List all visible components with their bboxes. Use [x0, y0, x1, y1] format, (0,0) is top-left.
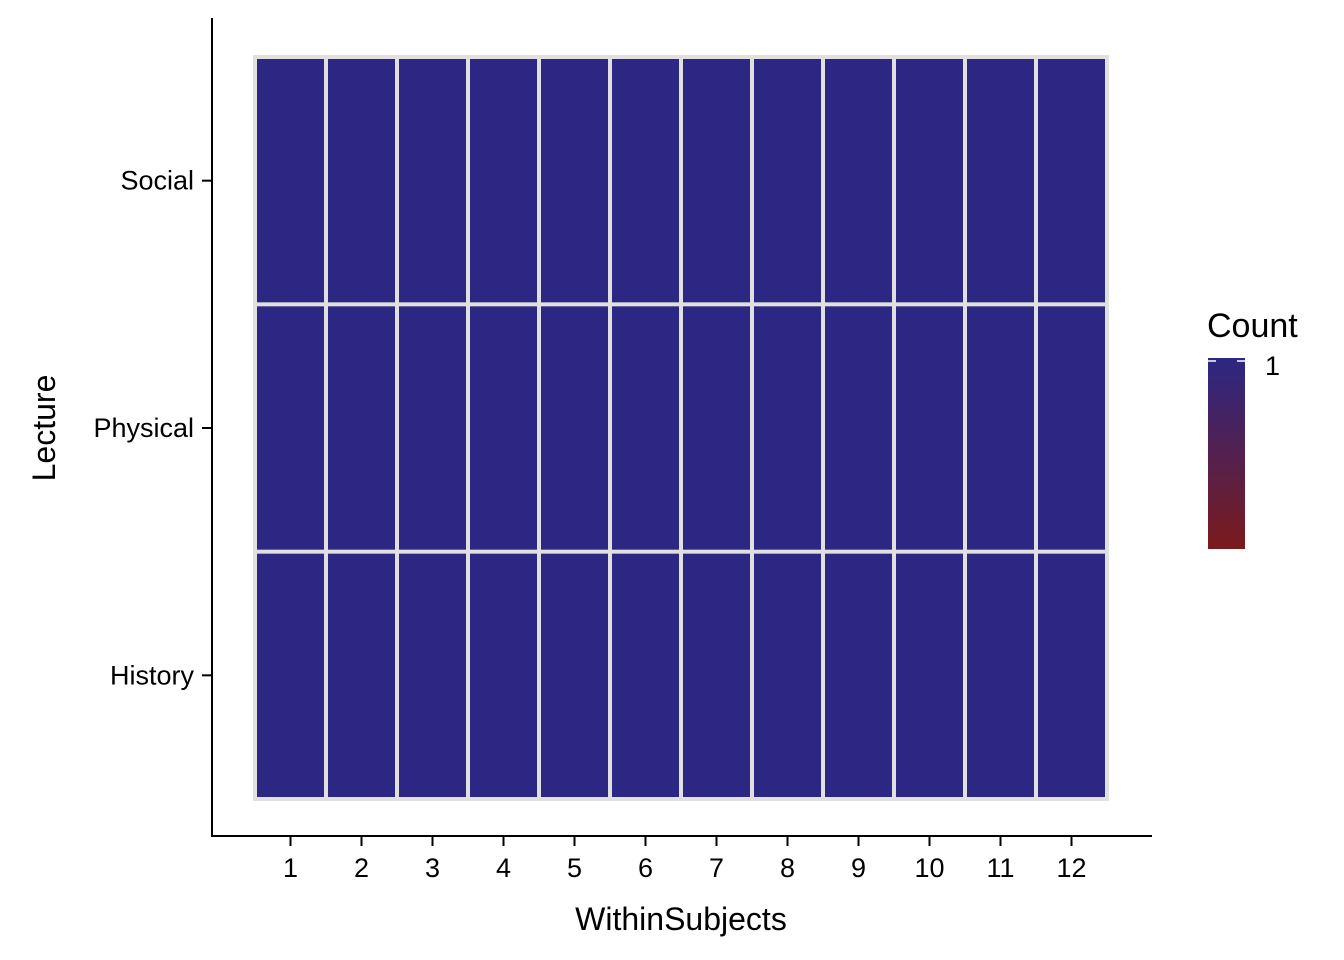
- heatmap-cell-physical-7: [683, 306, 750, 550]
- x-tick-label: 2: [354, 853, 369, 883]
- plot-panel-background: [253, 55, 1109, 801]
- heatmap-cell-physical-2: [328, 306, 395, 550]
- y-axis-ticks: History Physical Social: [93, 166, 212, 690]
- x-tick-label: 11: [986, 853, 1014, 883]
- heatmap-cell-history-7: [683, 553, 750, 797]
- heatmap-cell-history-9: [825, 553, 892, 797]
- heatmap-cell-physical-12: [1038, 306, 1105, 550]
- heatmap-cell-social-11: [967, 59, 1034, 303]
- heatmap-cell-social-8: [754, 59, 821, 303]
- x-tick-label: 4: [496, 853, 511, 883]
- heatmap-cell-physical-10: [896, 306, 963, 550]
- legend-ticks: 1: [1208, 351, 1280, 381]
- y-tick-label: Physical: [93, 413, 194, 443]
- heatmap-cells: [257, 59, 1105, 797]
- heatmap-cell-social-12: [1038, 59, 1105, 303]
- x-axis-ticks: 1 2 3 4 5 6 7 8 9 10 11 12: [283, 836, 1087, 883]
- heatmap-cell-history-8: [754, 553, 821, 797]
- x-axis-title: WithinSubjects: [575, 901, 787, 937]
- heatmap-cell-history-3: [399, 553, 466, 797]
- legend-title: Count: [1207, 307, 1298, 345]
- plot-panel: [253, 55, 1109, 801]
- heatmap-cell-social-5: [541, 59, 608, 303]
- heatmap-cell-social-3: [399, 59, 466, 303]
- x-tick-label: 7: [709, 853, 724, 883]
- legend-label: 1: [1265, 351, 1280, 381]
- heatmap-cell-physical-5: [541, 306, 608, 550]
- heatmap-cell-social-2: [328, 59, 395, 303]
- x-tick-label: 8: [780, 853, 795, 883]
- y-tick-label: History: [110, 660, 195, 690]
- y-axis-title: Lecture: [26, 375, 62, 482]
- x-tick-label: 5: [567, 853, 582, 883]
- heatmap-cell-physical-4: [470, 306, 537, 550]
- y-tick-label: Social: [120, 166, 194, 196]
- heatmap-cell-history-4: [470, 553, 537, 797]
- heatmap-cell-social-7: [683, 59, 750, 303]
- x-tick-label: 1: [283, 853, 298, 883]
- heatmap-cell-history-12: [1038, 553, 1105, 797]
- legend: Count 1: [1207, 307, 1298, 549]
- heatmap-cell-social-9: [825, 59, 892, 303]
- heatmap-cell-history-6: [612, 553, 679, 797]
- heatmap-cell-history-5: [541, 553, 608, 797]
- heatmap-cell-social-10: [896, 59, 963, 303]
- heatmap-cell-history-10: [896, 553, 963, 797]
- heatmap-cell-physical-3: [399, 306, 466, 550]
- heatmap-cell-physical-6: [612, 306, 679, 550]
- heatmap-cell-social-6: [612, 59, 679, 303]
- x-tick-label: 10: [914, 853, 944, 883]
- heatmap-cell-history-11: [967, 553, 1034, 797]
- x-tick-label: 12: [1056, 853, 1086, 883]
- heatmap-cell-history-1: [257, 553, 324, 797]
- heatmap-cell-physical-9: [825, 306, 892, 550]
- heatmap-cell-physical-8: [754, 306, 821, 550]
- heatmap-cell-social-1: [257, 59, 324, 303]
- x-tick-label: 9: [851, 853, 866, 883]
- x-tick-label: 6: [638, 853, 653, 883]
- heatmap-cell-history-2: [328, 553, 395, 797]
- legend-colorbar: [1208, 358, 1245, 549]
- x-tick-label: 3: [425, 853, 440, 883]
- heatmap-cell-social-4: [470, 59, 537, 303]
- heatmap-cell-physical-1: [257, 306, 324, 550]
- heatmap-cell-physical-11: [967, 306, 1034, 550]
